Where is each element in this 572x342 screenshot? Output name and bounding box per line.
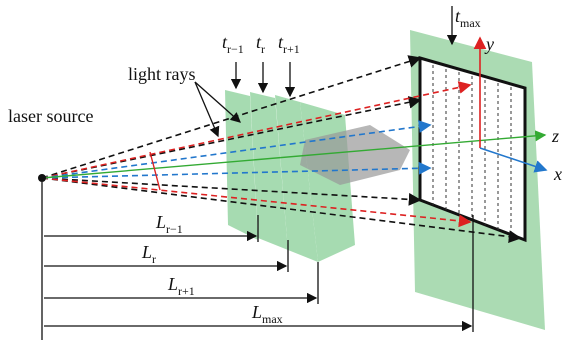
plane-label: tr−1 xyxy=(222,32,244,56)
subscript: r xyxy=(261,42,265,56)
subscript: r xyxy=(152,252,156,266)
axis-label: y xyxy=(484,34,494,54)
axis-label: x xyxy=(553,164,562,184)
plane-label: tr xyxy=(256,32,265,56)
distance-label: Lr xyxy=(141,242,156,266)
laser-dot xyxy=(38,174,46,182)
subscript: r−1 xyxy=(166,222,183,236)
base: L xyxy=(141,242,152,262)
distance-label: Lr−1 xyxy=(155,212,183,236)
rays-label: light rays xyxy=(128,64,196,84)
subscript: max xyxy=(460,16,481,30)
base: L xyxy=(251,302,262,322)
axis-label: z xyxy=(551,126,559,146)
subscript: r−1 xyxy=(227,42,244,56)
plane-label: tr+1 xyxy=(278,32,300,56)
distance-label: Lr+1 xyxy=(167,274,195,298)
plane-label: tmax xyxy=(455,6,481,30)
base: L xyxy=(167,274,178,294)
subscript: max xyxy=(262,312,283,326)
subscript: r+1 xyxy=(283,42,300,56)
diagram: laser source light rays tr−1 tr tr+1 tmaxy zx L… xyxy=(0,0,572,342)
base: L xyxy=(155,212,166,232)
subscript: r+1 xyxy=(178,284,195,298)
source-label: laser source xyxy=(8,106,93,126)
distance-label: Lmax xyxy=(251,302,283,326)
